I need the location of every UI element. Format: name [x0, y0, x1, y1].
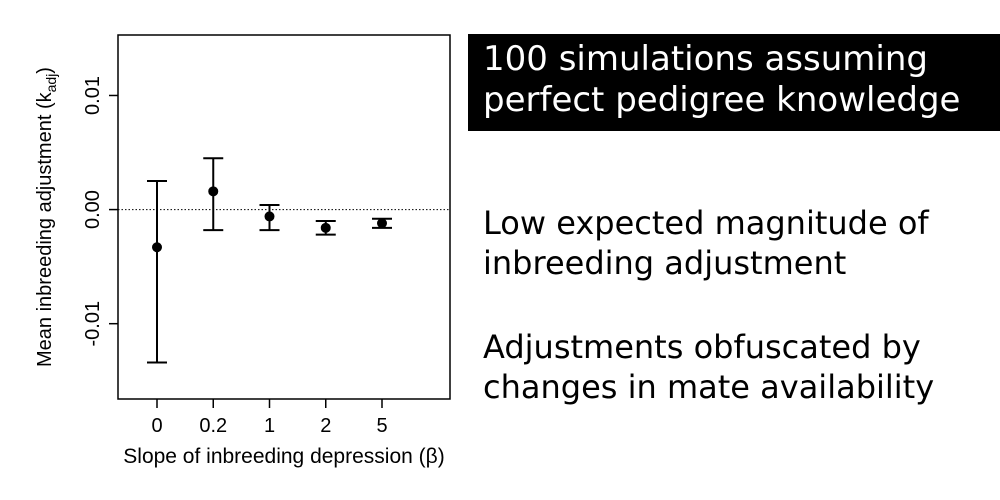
error-bar	[147, 180, 167, 364]
y-tick-label: 0.00	[82, 190, 104, 229]
y-axis-label-group: Mean inbreeding adjustment (kadj)	[34, 67, 59, 367]
data-point	[377, 218, 387, 229]
y-tick-label: -0.01	[82, 301, 104, 347]
y-axis-label-main: Mean inbreeding adjustment (k	[34, 91, 56, 367]
x-tick-label: 5	[376, 415, 387, 437]
note-obfuscation: Adjustments obfuscated by changes in mat…	[483, 327, 934, 407]
error-bars	[147, 157, 392, 364]
chart: 0.01 0.00 -0.01 0 0.2 1 2 5 Slope of inbreedin…	[34, 34, 451, 468]
data-point	[152, 242, 162, 253]
data-point	[208, 186, 219, 197]
x-tick-label: 0	[151, 415, 162, 437]
y-axis-label: Mean inbreeding adjustment (kadj)	[34, 67, 59, 367]
note-1-line-1: Low expected magnitude of	[483, 204, 929, 242]
y-axis: 0.01 0.00 -0.01	[82, 76, 118, 346]
y-tick-label: 0.01	[82, 76, 104, 115]
note-2-line-1: Adjustments obfuscated by	[483, 328, 921, 366]
x-tick-label: 2	[320, 415, 331, 437]
note-2-line-2: changes in mate availability	[483, 368, 935, 406]
callout-box: 100 simulations assuming perfect pedigre…	[468, 34, 1000, 131]
plot-frame	[117, 34, 451, 400]
y-axis-label-subscript: adj	[43, 74, 59, 93]
callout-line-1: 100 simulations assuming	[483, 39, 928, 79]
x-tick-label: 1	[264, 415, 275, 437]
x-axis-label: Slope of inbreeding depression (β)	[123, 445, 444, 468]
callout-line-2: perfect pedigree knowledge	[483, 80, 961, 120]
data-point	[320, 222, 331, 233]
x-tick-label: 0.2	[199, 415, 227, 437]
data-point	[264, 211, 275, 222]
data-points	[152, 186, 387, 253]
note-magnitude: Low expected magnitude of inbreeding adj…	[483, 203, 929, 283]
note-1-line-2: inbreeding adjustment	[483, 244, 847, 282]
y-axis-label-close: )	[34, 67, 56, 74]
x-axis: 0 0.2 1 2 5	[151, 399, 388, 437]
